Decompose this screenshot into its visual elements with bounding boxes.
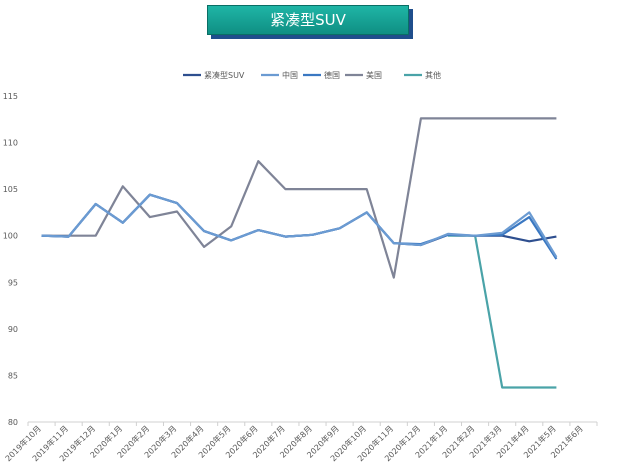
y-tick-label: 110	[3, 139, 18, 148]
series-line-1	[41, 193, 558, 258]
x-axis	[27, 421, 598, 426]
y-tick-label: 95	[8, 278, 18, 287]
legend-label: 美国	[366, 70, 382, 80]
legend-label: 德国	[324, 70, 340, 80]
y-tick-label: 105	[3, 185, 18, 194]
y-tick-label: 115	[3, 92, 18, 101]
series-line-2	[41, 193, 558, 260]
series-line-4	[448, 234, 557, 389]
legend-label: 紧凑型SUV	[204, 70, 245, 80]
y-axis-ticks: 80 85 90 95 100 105 110 115	[3, 92, 18, 427]
y-tick-label: 85	[8, 371, 18, 380]
y-tick-label: 100	[3, 232, 18, 241]
x-axis-ticks: 2019年10月2019年11月2019年12月2020年1月2020年2月20…	[3, 423, 585, 463]
legend: 紧凑型SUV 中国 德国 美国 其他	[183, 70, 441, 80]
legend-label: 中国	[282, 70, 298, 80]
legend-label: 其他	[425, 70, 441, 80]
series-lines	[41, 117, 558, 389]
y-tick-label: 90	[8, 325, 18, 334]
series-line-3	[41, 117, 557, 279]
y-tick-label: 80	[8, 418, 18, 427]
chart-title: 紧凑型SUV	[207, 5, 409, 35]
